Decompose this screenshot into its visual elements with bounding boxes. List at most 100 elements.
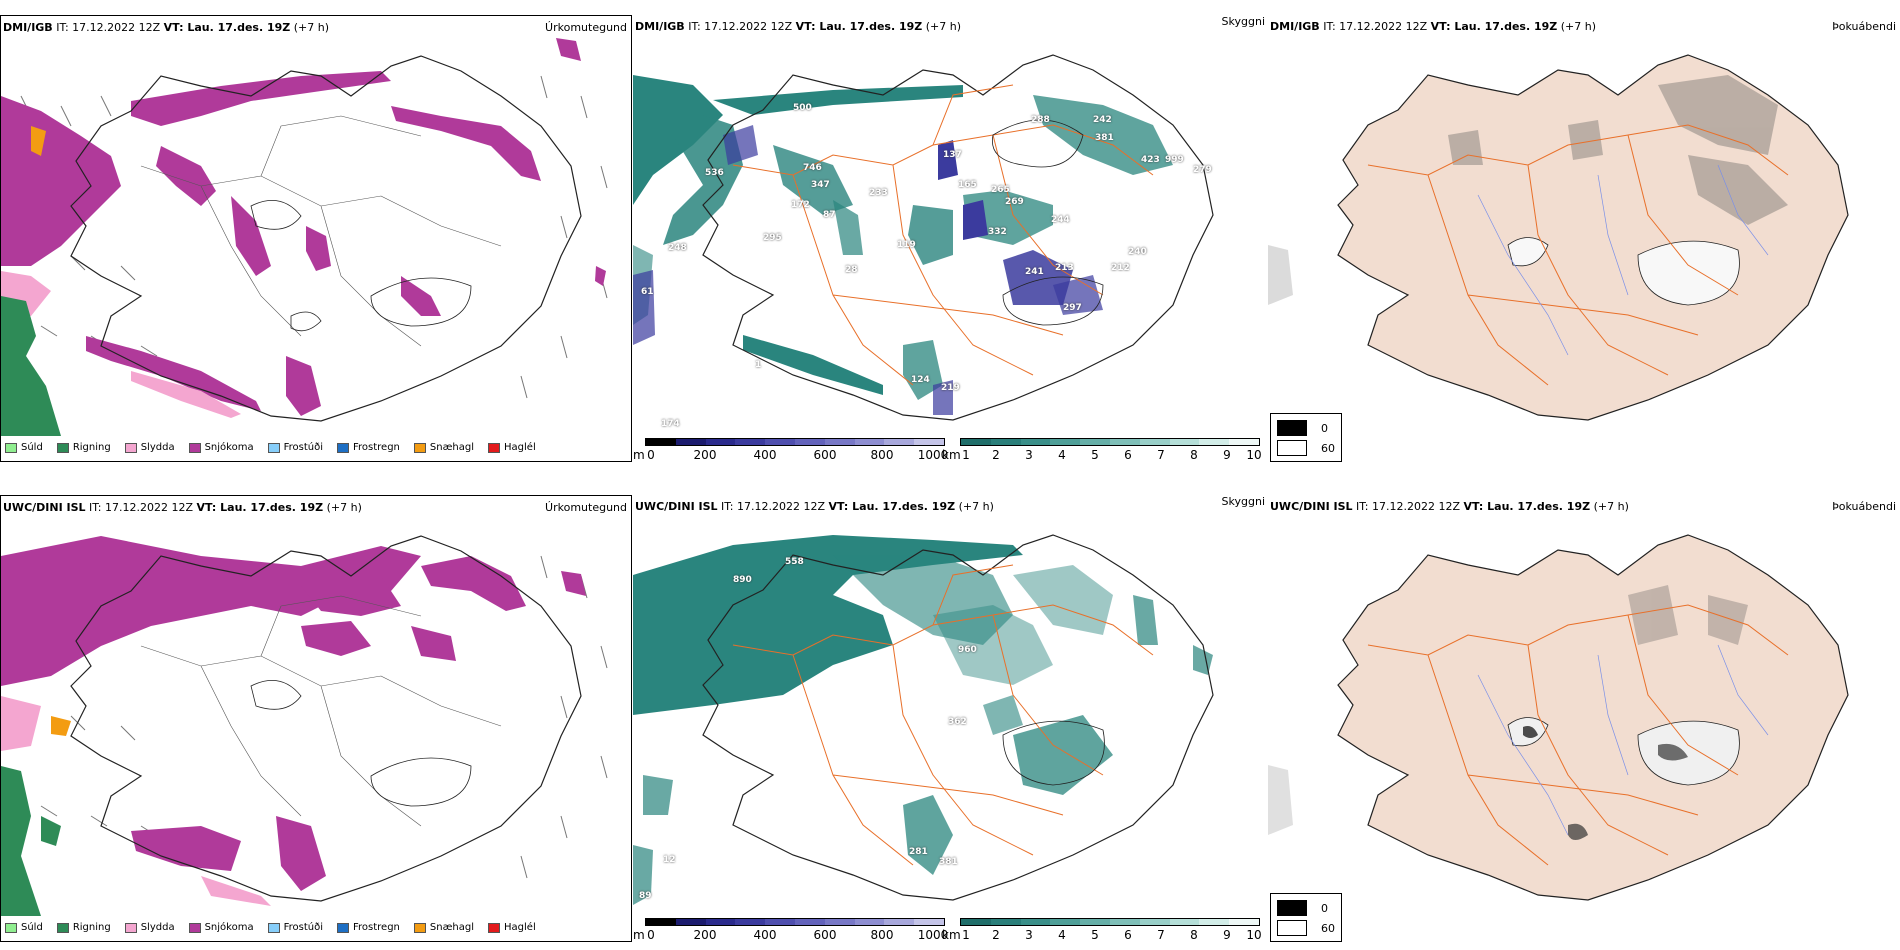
ceiling-label: 219: [941, 383, 960, 393]
roads: [140, 595, 502, 827]
rivers: [1477, 164, 1769, 356]
legend-swatch: [413, 442, 426, 453]
colorbar-tick: 7: [1157, 448, 1165, 462]
ceiling-label: 248: [668, 243, 687, 253]
colorbar-ticks: km 1 2 3 4 5 6 7 8 9 10: [942, 926, 1262, 942]
colorbar-tick: 800: [870, 448, 894, 462]
colorbar-tick: 9: [1223, 448, 1231, 462]
colorbar-tick: 10: [1246, 448, 1262, 462]
roads: [732, 84, 1154, 386]
panel-uwc-precip-type: UWC/DINI ISL IT: 17.12.2022 12Z VT: Lau.…: [0, 495, 632, 942]
legend-label: Slydda: [140, 442, 175, 453]
ceiling-label: 1: [755, 360, 762, 370]
panel-header: DMI/IGB IT: 17.12.2022 12Z VT: Lau. 17.d…: [1270, 20, 1597, 33]
legend-swatch: [488, 922, 501, 933]
panel-dmi-ceiling-visibility: DMI/IGB IT: 17.12.2022 12Z VT: Lau. 17.d…: [633, 15, 1267, 462]
colorbar-tick: 1000: [917, 448, 949, 462]
legend-swatch: [413, 922, 426, 933]
legend-swatch: [267, 442, 280, 453]
ceiling-label: 281: [909, 847, 928, 857]
legend-label: Frostúði: [283, 922, 323, 933]
legend-item: Snæhagl: [413, 922, 475, 933]
visibility-colorbar-top: km 1 2 3 4 5 6 7 8 9 10: [942, 438, 1262, 466]
fog-legend-row: 60: [1277, 918, 1335, 938]
fog-map: [1268, 54, 1849, 421]
colorbar-cells: [645, 438, 945, 446]
snow-hail-area: [31, 126, 46, 156]
legend-swatch: [56, 922, 69, 933]
legend-label: Snjókoma: [204, 922, 254, 933]
panel-header: UWC/DINI ISL IT: 17.12.2022 12Z VT: Lau.…: [3, 501, 362, 514]
fog-legend-value: 60: [1321, 441, 1335, 455]
fog-legend-top: 0 60: [1270, 413, 1342, 462]
legend-item: Slydda: [124, 442, 175, 453]
legend-label: Rigning: [72, 442, 111, 453]
legend-swatch: [337, 442, 349, 453]
fog-shading: [1448, 75, 1788, 225]
ceiling-label: 890: [733, 575, 752, 585]
ceiling-label: 12: [663, 855, 676, 865]
ceiling-label: 332: [988, 227, 1007, 237]
rain-areas: [1, 296, 61, 436]
legend-label: Frostúði: [283, 442, 323, 453]
sleet-areas: [1, 696, 271, 906]
legend-item: Haglél: [488, 442, 536, 453]
fog-shading: [1628, 585, 1748, 645]
precip-map: [1, 535, 608, 916]
colorbar-tick: 10: [1246, 928, 1262, 942]
ceiling-label: 213: [1055, 263, 1074, 273]
ceiling-visibility-map: [633, 534, 1214, 905]
ceiling-label: 240: [1128, 247, 1147, 257]
colorbar-tick: 400: [753, 928, 777, 942]
colorbar-tick: 400: [753, 448, 777, 462]
colorbar-tick: 1000: [917, 928, 949, 942]
colorbar-tick: 9: [1223, 928, 1231, 942]
legend-swatch: [188, 442, 201, 453]
ceiling-label: 297: [1063, 303, 1082, 313]
legend-label: Súld: [21, 442, 43, 453]
ceiling-label: 244: [1051, 215, 1070, 225]
glaciers: [250, 679, 472, 807]
legend-label: Haglél: [504, 442, 536, 453]
ceiling-colorbar-top: m 0 200 400 600 800 1000: [633, 438, 948, 466]
colorbar-tick: 1: [962, 928, 970, 942]
rivers: [1477, 644, 1769, 836]
legend-label: Snæhagl: [429, 442, 475, 453]
legend-swatch: [5, 922, 17, 933]
visibility-colorbar-bottom: km 1 2 3 4 5 6 7 8 9 10: [942, 918, 1262, 946]
legend-label: Snæhagl: [429, 922, 475, 933]
dense-fog-spot: [1568, 823, 1588, 840]
legend-label: Súld: [21, 922, 43, 933]
colorbar-tick: 3: [1025, 448, 1033, 462]
legend-item: Súld: [5, 442, 43, 453]
colorbar-unit: km: [942, 448, 961, 462]
colorbar-tick: 600: [813, 928, 837, 942]
legend-swatch: [267, 922, 280, 933]
coastline: [702, 534, 1214, 901]
fog-legend-row: 60: [1277, 438, 1335, 458]
colorbar-tick: 8: [1190, 928, 1198, 942]
fog-swatch: [1277, 440, 1307, 456]
legend-item: Frostregn: [337, 442, 400, 453]
legend-item: Frostúði: [267, 922, 323, 933]
dense-fog-spot: [1658, 743, 1688, 761]
glaciers: [991, 119, 1104, 326]
legend-item: Snjókoma: [188, 442, 254, 453]
legend-label: Haglél: [504, 922, 536, 933]
offshore-fog: [1268, 245, 1293, 305]
ceiling-label: 265: [991, 185, 1010, 195]
colorbar-tick: 600: [813, 448, 837, 462]
ceiling-label: 362: [948, 717, 967, 727]
ceiling-label: 242: [1093, 115, 1112, 125]
panel-dmi-fog-indicator: DMI/IGB IT: 17.12.2022 12Z VT: Lau. 17.d…: [1268, 15, 1900, 462]
colorbar-unit: km: [942, 928, 961, 942]
glacier: [1637, 240, 1740, 306]
land-fog-area: [1337, 534, 1849, 901]
panel-title: Skyggni: [1221, 495, 1265, 508]
ceiling-label: 89: [639, 891, 652, 901]
colorbar-tick: 200: [693, 448, 717, 462]
legend-item: Snjókoma: [188, 922, 254, 933]
colorbar-ticks: km 1 2 3 4 5 6 7 8 9 10: [942, 446, 1262, 462]
ceiling-label: 536: [705, 168, 724, 178]
coastline: [70, 55, 582, 422]
